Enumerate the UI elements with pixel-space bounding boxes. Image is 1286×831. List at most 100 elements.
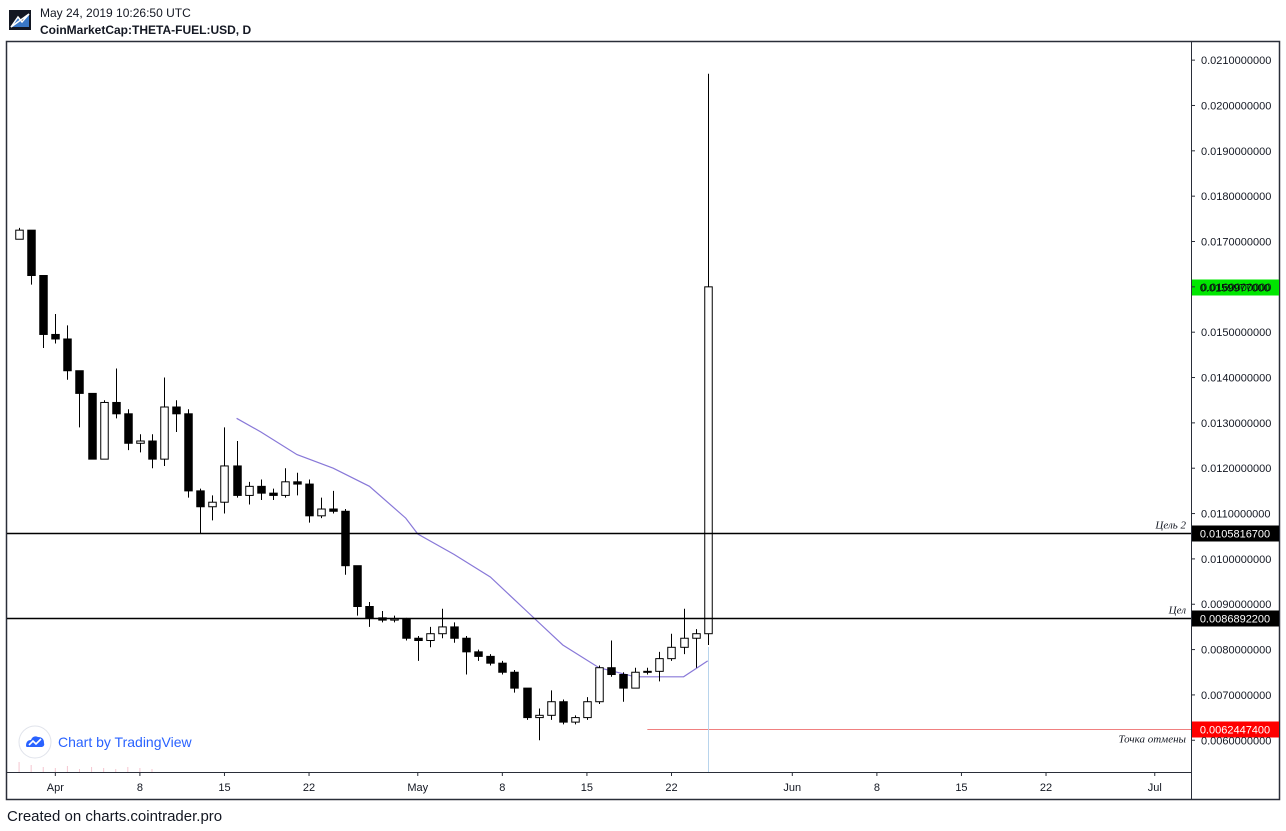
candle-body-down [607,667,616,676]
candle-body-up [281,481,290,496]
candle-body-up [136,440,145,444]
candle [220,427,229,514]
candle-body-down [293,481,302,485]
candle [208,495,217,521]
candle-body-up [438,626,447,635]
candle [136,434,145,453]
candle [643,667,652,675]
candle-body-down [414,637,423,642]
candle [88,392,97,460]
candle [692,629,701,668]
candle-body-up [535,714,544,719]
candle-body-up [667,646,676,660]
candle [317,497,326,519]
candle-body-down [257,485,266,494]
candle [148,434,157,469]
candle-body-down [88,392,97,460]
candle [426,626,435,648]
candle-body-down [523,687,532,719]
x-tick-label: Jun [783,782,801,794]
candle-body-down [559,701,568,723]
x-tick-label: 8 [137,782,143,794]
candle-body-up [245,485,254,496]
candle-body-up [583,701,592,719]
price-axis[interactable]: 0.0210000000 0.0200000000 0.0190000000 0.01… [1191,55,1271,747]
y-tick-label: 0.0110000000 [1201,509,1271,521]
candle-body-down [196,490,205,508]
candle [100,400,109,460]
tradingview-logo-icon [9,10,31,30]
candle-body-up [704,286,713,635]
target-1-price-text: 0.0086892200 [1200,614,1270,626]
candle [245,481,254,505]
candle-body-up [100,401,109,460]
x-tick-label: 22 [1040,782,1052,794]
candle-body-up [547,701,556,716]
x-tick-label: Jul [1148,782,1162,794]
candle [450,622,459,643]
candle-body-down [365,606,374,619]
candle [595,665,604,704]
x-tick-label: 15 [581,782,593,794]
candle-body-down [51,333,60,340]
candle-body-down [341,510,350,567]
y-tick-label: 0.0170000000 [1201,237,1271,249]
x-tick-label: 8 [874,782,880,794]
y-tick-label: 0.0060000000 [1201,735,1271,747]
candle [341,509,350,575]
candle-body-down [63,338,72,372]
candle-body-up [595,667,604,703]
candle [523,687,532,720]
candle [184,409,193,498]
candle-body-down [305,483,314,517]
candle [535,708,544,741]
time-axis[interactable]: Apr 8 15 22 May 8 15 22 Jun 8 15 22 Jul [47,772,1162,794]
stop-label: Точка отмены [1118,734,1186,746]
last-price-tag [1192,279,1279,296]
candle [75,370,84,428]
y-tick-label: 0.0120000000 [1201,463,1271,475]
candle [631,667,640,689]
candle [160,377,169,466]
tradingview-cloud-icon [18,725,52,759]
candle-body-down [75,370,84,394]
candle-body-up [571,717,580,723]
x-tick-label: May [407,782,428,794]
candle-body-down [233,465,242,496]
candle [39,275,48,349]
y-tick-label: 0.0180000000 [1201,191,1271,203]
candle [414,635,423,661]
footer-credit: Created on charts.cointrader.pro [7,808,223,825]
candle [680,608,689,655]
candle-body-up [643,670,652,673]
candle [402,617,411,641]
candle-body-up [15,229,24,240]
candle [474,649,483,661]
candle-body-down [474,651,483,657]
moving-average-line [236,417,709,678]
y-tick-label: 0.0070000000 [1201,690,1271,702]
candle-body-down [27,229,36,277]
candle [365,601,374,627]
candle [510,669,519,693]
chart-symbol: CoinMarketCap:THETA-FUEL:USD, D [40,23,252,37]
candle-body-down [184,413,193,492]
candle [233,441,242,498]
candle-body-up [220,465,229,503]
tradingview-watermark[interactable]: Chart by TradingView [18,725,192,759]
y-tick-label: 0.0090000000 [1201,599,1271,611]
last-price-text: 0.0159977000 [1200,283,1270,295]
candle-body-up [655,658,664,672]
candle-body-down [329,508,338,512]
candle-body-down [450,626,459,639]
candle-body-up [160,406,169,460]
x-tick-label: 22 [303,782,315,794]
candle [172,400,181,432]
target-2-label: Цель 2 [1154,520,1186,532]
volume-bars [18,762,153,772]
y-tick-label: 0.0140000000 [1201,373,1271,385]
candle [112,368,121,419]
candle [607,640,616,677]
target-1-price-tag [1192,610,1279,627]
